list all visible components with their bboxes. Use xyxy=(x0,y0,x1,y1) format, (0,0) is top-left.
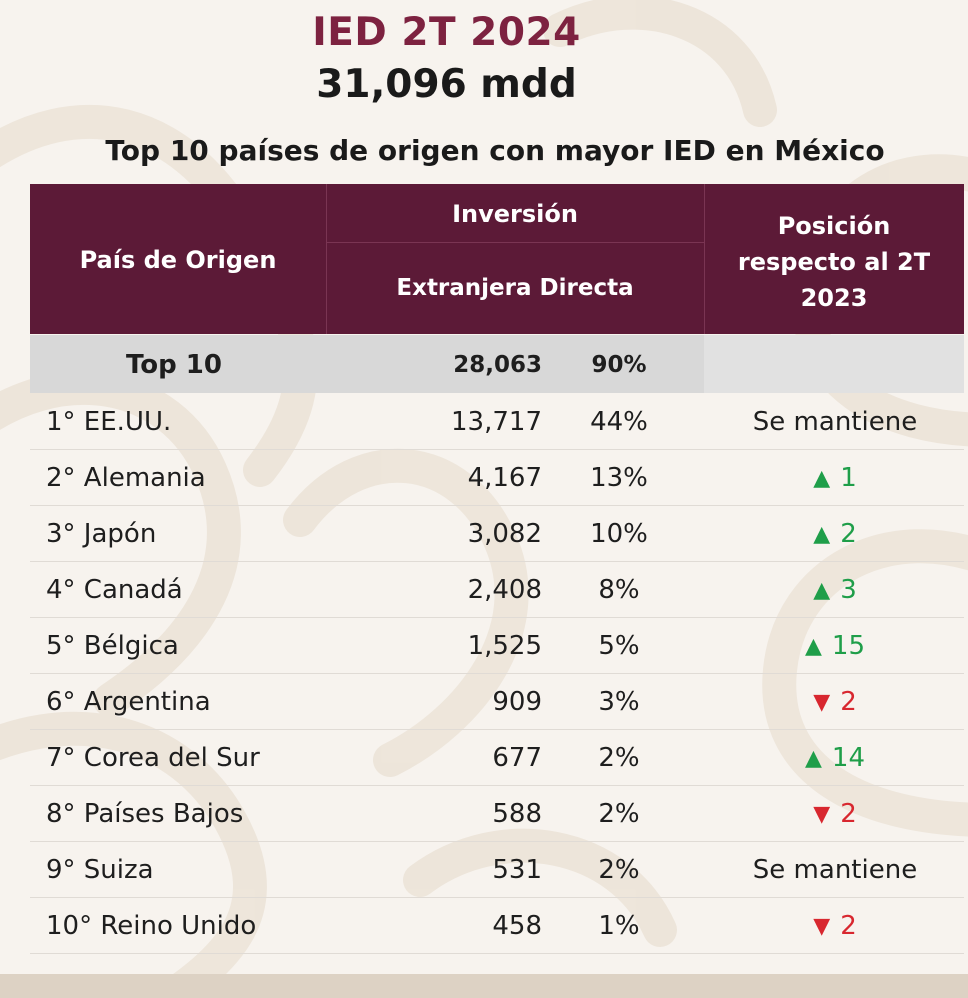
position-change: Se mantiene xyxy=(705,407,965,437)
position-value: 2 xyxy=(840,519,857,549)
position-value: Se mantiene xyxy=(752,855,918,885)
country-name: 10° Reino Unido xyxy=(46,911,257,941)
table-row: 6° Argentina 909 3% ▼ 2 xyxy=(30,674,964,730)
position-value: 1 xyxy=(840,463,857,493)
footer-bar xyxy=(0,974,968,998)
table-row: 3° Japón 3,082 10% ▲ 2 xyxy=(30,506,964,562)
ied-share: 3% xyxy=(598,687,640,717)
ied-value: 588 xyxy=(492,799,542,829)
triangle-up-icon: ▲ xyxy=(813,522,831,547)
table-header: País de Origen Inversión Extranjera Dire… xyxy=(30,184,964,334)
country-name: 9° Suiza xyxy=(46,855,154,885)
total-value: 31,096 mdd xyxy=(316,62,577,107)
ied-share: 2% xyxy=(598,855,640,885)
position-change: ▲ 1 xyxy=(705,463,965,493)
position-change: ▲ 3 xyxy=(705,575,965,605)
position-change: ▼ 2 xyxy=(705,799,965,829)
position-change: ▼ 2 xyxy=(705,911,965,941)
ied-share: 13% xyxy=(590,463,648,493)
triangle-up-icon: ▲ xyxy=(804,746,822,771)
ied-share: 10% xyxy=(590,519,648,549)
table-row: 1° EE.UU. 13,717 44% Se mantiene xyxy=(30,394,964,450)
header-position-line2: respecto al 2T xyxy=(737,248,931,276)
position-value: 2 xyxy=(840,687,857,717)
table-row: 4° Canadá 2,408 8% ▲ 3 xyxy=(30,562,964,618)
position-change: ▲ 14 xyxy=(705,743,965,773)
triangle-down-icon: ▼ xyxy=(813,914,831,939)
country-name: 2° Alemania xyxy=(46,463,206,493)
ied-value: 909 xyxy=(492,687,542,717)
header-position-line3: 2023 xyxy=(800,284,868,312)
country-name: 4° Canadá xyxy=(46,575,183,605)
ied-share: 5% xyxy=(598,631,640,661)
top10-label: Top 10 xyxy=(126,350,222,380)
table-row: 10° Reino Unido 458 1% ▼ 2 xyxy=(30,898,964,954)
header-ied-line1: Inversión xyxy=(452,200,578,228)
table-row: 9° Suiza 531 2% Se mantiene xyxy=(30,842,964,898)
ied-share: 2% xyxy=(598,799,640,829)
triangle-up-icon: ▲ xyxy=(813,578,831,603)
ied-share: 44% xyxy=(590,407,648,437)
table-row: 5° Bélgica 1,525 5% ▲ 15 xyxy=(30,618,964,674)
position-change: ▼ 2 xyxy=(705,687,965,717)
country-name: 6° Argentina xyxy=(46,687,211,717)
ied-value: 13,717 xyxy=(451,407,542,437)
triangle-down-icon: ▼ xyxy=(813,802,831,827)
ied-value: 677 xyxy=(492,743,542,773)
country-name: 7° Corea del Sur xyxy=(46,743,260,773)
header-country: País de Origen xyxy=(79,246,277,274)
ied-share: 2% xyxy=(598,743,640,773)
position-value: 2 xyxy=(840,799,857,829)
header-ied-line2: Extranjera Directa xyxy=(396,275,634,301)
triangle-up-icon: ▲ xyxy=(804,634,822,659)
ied-value: 458 xyxy=(492,911,542,941)
ied-value: 3,082 xyxy=(467,519,542,549)
country-rows: 1° EE.UU. 13,717 44% Se mantiene 2° Alemania… xyxy=(30,394,964,954)
position-change: ▲ 2 xyxy=(705,519,965,549)
header-divider xyxy=(704,184,705,334)
country-name: 5° Bélgica xyxy=(46,631,179,661)
position-value: 15 xyxy=(831,631,865,661)
country-name: 8° Países Bajos xyxy=(46,799,244,829)
header-position-line1: Posición xyxy=(777,212,891,240)
table-row: 8° Países Bajos 588 2% ▼ 2 xyxy=(30,786,964,842)
header-divider xyxy=(326,242,704,243)
position-value: Se mantiene xyxy=(752,407,918,437)
triangle-up-icon: ▲ xyxy=(813,466,831,491)
position-value: 14 xyxy=(831,743,865,773)
top10-share: 90% xyxy=(591,352,647,378)
country-name: 3° Japón xyxy=(46,519,157,549)
top10-value: 28,063 xyxy=(453,352,542,378)
table-row: 7° Corea del Sur 677 2% ▲ 14 xyxy=(30,730,964,786)
position-change: Se mantiene xyxy=(705,855,965,885)
ied-value: 4,167 xyxy=(467,463,542,493)
ied-share: 8% xyxy=(598,575,640,605)
position-change: ▲ 15 xyxy=(705,631,965,661)
country-name: 1° EE.UU. xyxy=(46,407,172,437)
ied-value: 531 xyxy=(492,855,542,885)
ied-value: 2,408 xyxy=(467,575,542,605)
page-title: IED 2T 2024 xyxy=(312,10,581,55)
header-divider xyxy=(326,184,327,334)
ied-share: 1% xyxy=(598,911,640,941)
position-value: 3 xyxy=(840,575,857,605)
triangle-down-icon: ▼ xyxy=(813,690,831,715)
table-row: 2° Alemania 4,167 13% ▲ 1 xyxy=(30,450,964,506)
ied-value: 1,525 xyxy=(467,631,542,661)
table-title: Top 10 países de origen con mayor IED en… xyxy=(105,134,885,167)
top10-summary-row: Top 10 28,063 90% xyxy=(30,335,964,393)
position-value: 2 xyxy=(840,911,857,941)
